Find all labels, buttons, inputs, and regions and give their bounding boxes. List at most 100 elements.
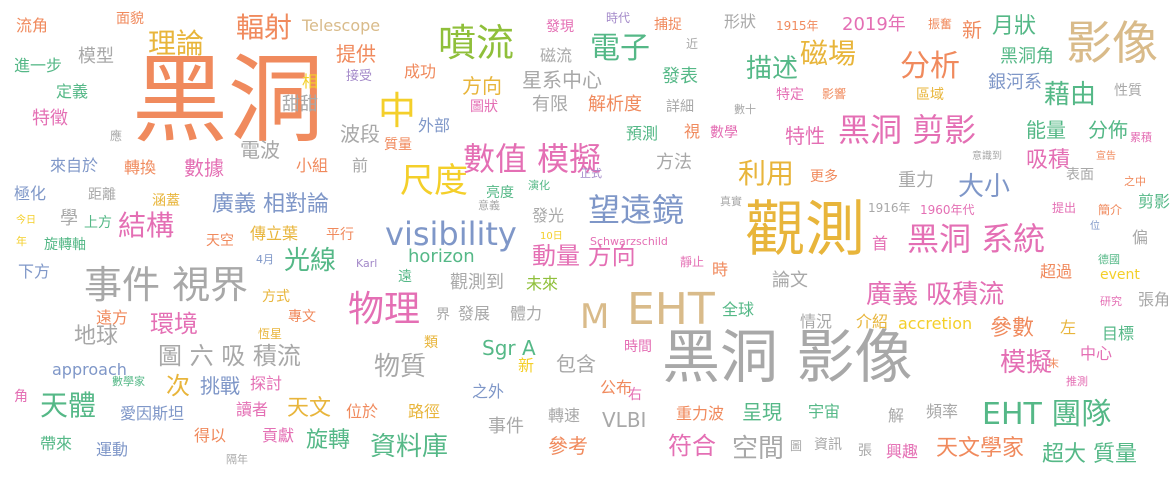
word-future: 未來	[526, 274, 559, 293]
word-physics: 物理	[348, 289, 421, 330]
word-figure-six: 圖 六 吸 積流	[158, 342, 301, 370]
word-before: 前	[352, 156, 369, 175]
word-observed: 觀測到	[450, 272, 504, 293]
word-gravitational-wave: 重力波	[676, 404, 725, 423]
word-information: 資訊	[814, 437, 842, 453]
word-real: 真實	[720, 195, 742, 208]
word-eht: EHT	[627, 284, 715, 335]
word-database: 資料庫	[370, 432, 449, 462]
word-challenge: 挑戰	[200, 374, 240, 398]
word-research: 研究	[1100, 295, 1122, 308]
word-supermassive: 超大 質量	[1042, 442, 1137, 467]
word-earth: 地球	[74, 324, 119, 349]
word-10th: 10日	[540, 231, 563, 242]
word-1915: 1915年	[776, 19, 819, 33]
word-declare: 宣告	[1096, 151, 1116, 162]
word-evolution: 演化	[528, 179, 550, 192]
word-propose: 提出	[1052, 201, 1077, 215]
word-mathematics: 數學	[710, 125, 738, 141]
word-era: 時代	[606, 11, 631, 25]
word-observation: 觀測	[745, 195, 865, 265]
word-fourier: 傳立葉	[250, 224, 299, 243]
word-1960s: 1960年代	[920, 203, 975, 217]
word-accretion-en: accretion	[898, 314, 973, 333]
word-accretion: 吸積	[1026, 148, 1071, 173]
word-development: 發展	[458, 304, 491, 323]
word-center: 中心	[1080, 344, 1113, 363]
word-energy: 能量	[1026, 118, 1066, 142]
word-located-at: 位於	[346, 402, 379, 421]
word-capture: 捕捉	[654, 17, 682, 33]
word-dozens: 數十	[734, 103, 756, 116]
word-magnetic-field: 磁場	[800, 37, 857, 70]
word-electron: 電子	[590, 31, 650, 66]
word-image-shape: 圖狀	[470, 99, 498, 115]
word-astronomer: 天文學家	[936, 436, 1025, 461]
word-scale: 尺度	[400, 161, 468, 201]
word-feature: 特徵	[32, 108, 68, 129]
word-appearance: 面貌	[116, 11, 144, 27]
word-times: 次	[166, 372, 190, 400]
word-predict: 預測	[626, 124, 659, 143]
word-theory: 理論	[148, 27, 205, 60]
word-universe: 宇宙	[808, 402, 841, 421]
word-near: 近	[686, 37, 699, 51]
word-2019: 2019年	[842, 14, 906, 35]
word-star: 恆星	[258, 327, 283, 341]
word-below: 下方	[18, 262, 51, 281]
word-size: 大小	[958, 172, 1011, 202]
word-vlbi: VLBI	[602, 408, 647, 432]
word-parallel: 平行	[326, 227, 354, 243]
word-reference: 參考	[548, 434, 588, 458]
word-structure: 結構	[118, 209, 175, 242]
word-external: 外部	[418, 116, 451, 135]
word-new: 新	[962, 18, 982, 42]
word-general-relativity: 廣義 相對論	[212, 192, 329, 217]
word-mass: 質量	[384, 137, 412, 153]
word-rotation-axis: 旋轉軸	[44, 237, 86, 253]
word-paper: 論文	[772, 270, 808, 291]
word-exceed: 超過	[1040, 262, 1073, 281]
word-black-hole: 黑洞	[132, 44, 324, 156]
word-luminous: 發光	[532, 206, 565, 225]
word-include: 包含	[556, 352, 596, 376]
word-contribution: 貢獻	[262, 426, 295, 445]
word-target: 目標	[1102, 324, 1135, 343]
word-direction: 方向	[462, 74, 502, 98]
word-matter: 物質	[374, 352, 427, 382]
word-further: 進一步	[14, 56, 63, 75]
word-magnetic-flow: 磁流	[540, 46, 573, 65]
word-rotation-speed: 轉速	[548, 406, 581, 425]
word-cumulative: 累積	[1130, 131, 1152, 144]
word-black-hole-image: 黑洞 影像	[662, 323, 913, 391]
word-bring: 帶來	[40, 434, 73, 453]
word-momentum-direction: 動量 方向	[532, 242, 636, 270]
word-general-accretion: 廣義 吸積流	[866, 280, 1005, 310]
word-meaning: 意義	[478, 199, 500, 212]
word-space: 空間	[732, 434, 785, 464]
word-light-ray: 光線	[284, 246, 337, 276]
word-mathematician: 數學家	[112, 375, 145, 388]
word-introduction: 簡介	[1098, 203, 1123, 217]
word-doughnut: 甜甜	[282, 94, 318, 115]
word-numerical-simulation: 數值 模擬	[463, 140, 602, 178]
word-realize: 意識到	[972, 151, 1002, 162]
word-rotation: 旋轉	[306, 428, 351, 453]
word-milky-way: 銀河系	[988, 72, 1042, 93]
word-explore: 探討	[250, 374, 283, 393]
word-manner: 方式	[262, 289, 290, 305]
word-distribution: 分佈	[1088, 118, 1128, 142]
word-boundary: 界	[436, 307, 450, 323]
word-region: 區域	[916, 87, 944, 103]
word-above: 上方	[84, 215, 112, 231]
word-should: 應	[110, 129, 123, 143]
word-reader: 讀者	[236, 400, 269, 419]
word-when: 時	[712, 260, 729, 279]
word-flow-angle: 流角	[16, 16, 49, 35]
word-sky: 天空	[206, 233, 234, 249]
word-data: 數據	[184, 156, 224, 180]
word-publish: 發表	[662, 66, 698, 87]
word-astronomy: 天文	[287, 396, 332, 421]
word-success: 成功	[404, 62, 437, 81]
